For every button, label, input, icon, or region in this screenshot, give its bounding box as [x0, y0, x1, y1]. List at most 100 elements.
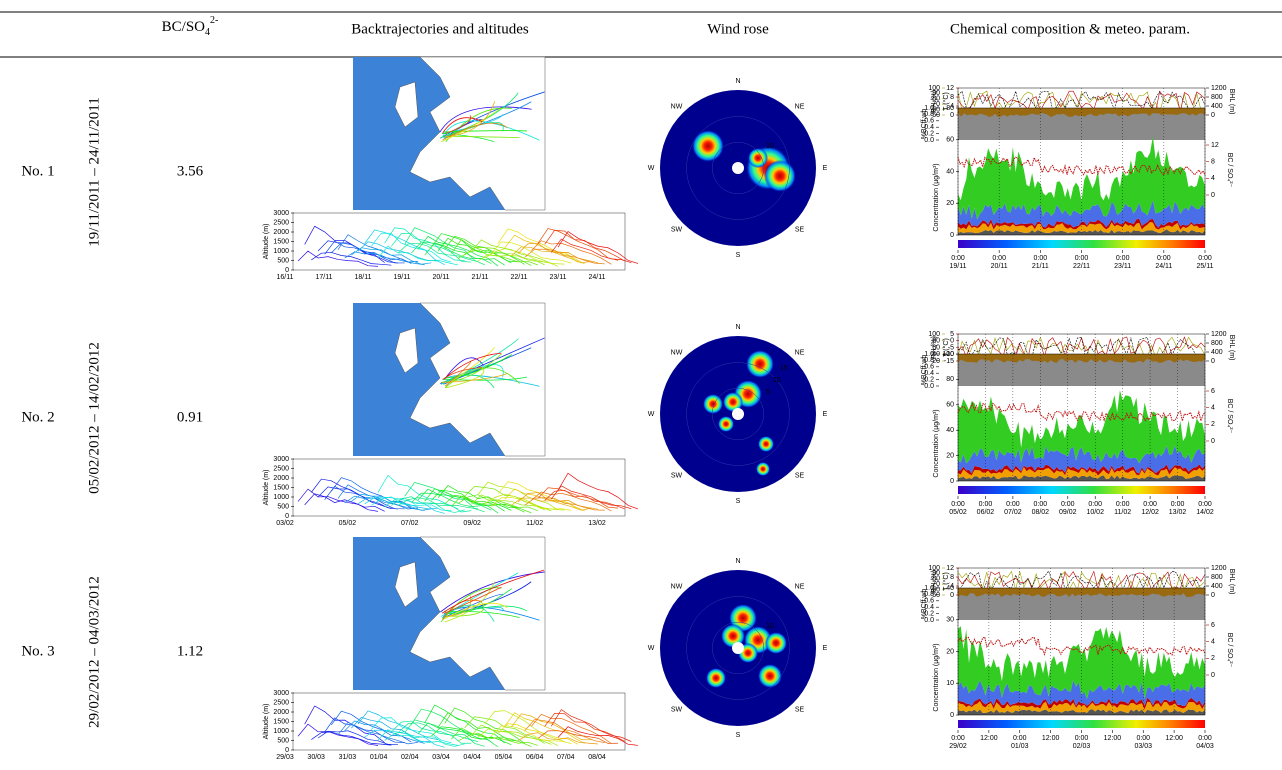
- altitude-y-tick-label: 3000: [273, 210, 289, 217]
- x-time-label: 0:00: [1075, 735, 1089, 742]
- altitude-trace: [337, 484, 419, 510]
- map-island: [394, 81, 419, 128]
- meteo-trace: [957, 90, 1206, 113]
- altitude-trace: [324, 485, 405, 510]
- altitude-trace: [451, 727, 532, 747]
- windrose-ring-label: 5: [766, 389, 770, 396]
- altitude-y-tick-label: 500: [277, 737, 289, 744]
- altitude-y-tick-label: 1000: [273, 494, 289, 501]
- altitude-trace: [324, 240, 405, 264]
- altitude-trace: [304, 493, 385, 512]
- altitude-x-label: 03/04: [432, 754, 450, 761]
- x-date-label: 08/02: [1032, 509, 1050, 516]
- frac-label: %BCff,wb: [921, 589, 928, 620]
- x-time-label: 0:00: [1034, 501, 1048, 508]
- frac-tick-label: 0.2: [924, 376, 934, 383]
- x-time-label: 12:00: [1104, 735, 1122, 742]
- ratio-tick-label: 6: [1211, 622, 1215, 629]
- t-tick-label: 5: [950, 331, 954, 338]
- ratio-trace: [957, 636, 1206, 657]
- frac-tick-label: 0.6: [924, 598, 934, 605]
- altitude-trace: [551, 238, 632, 264]
- t-tick-label: 0: [950, 338, 954, 345]
- conc-tick-label: 100: [942, 351, 954, 358]
- bhl-tick-label: 400: [1211, 583, 1223, 590]
- altitude-trace: [424, 242, 505, 266]
- windrose-hotspot: [723, 392, 743, 412]
- altitude-trace: [531, 713, 612, 744]
- x-time-label: 0:00: [1006, 501, 1020, 508]
- colorbar: [958, 720, 1205, 728]
- altitude-trace: [424, 704, 505, 744]
- colorbar: [958, 240, 1205, 248]
- rh-tick-label: 80: [932, 576, 940, 583]
- altitude-trace: [484, 710, 565, 742]
- windrose-ring: [686, 362, 790, 466]
- concentration-area: [958, 445, 1205, 474]
- x-time-label: 0:00: [1116, 255, 1130, 262]
- windrose-ring: [686, 596, 790, 700]
- row-period: 29/02/2012 – 04/03/2012: [86, 576, 102, 728]
- frac-tick-label: 1.0: [924, 105, 934, 112]
- windrose-ring: [686, 116, 790, 220]
- ratio-label: BC / SO₄²⁻: [1226, 153, 1233, 188]
- concentration-area: [958, 218, 1205, 230]
- altitude-trace: [397, 242, 479, 263]
- altitude-y-tick-label: 3000: [273, 456, 289, 463]
- ratio-tick-label: 0: [1211, 672, 1215, 679]
- altitude-trace: [431, 726, 512, 746]
- ratio-tick-label: 12: [1211, 142, 1219, 149]
- x-date-label: 14/02: [1196, 509, 1214, 516]
- concentration-area: [958, 680, 1205, 707]
- frac-tick-label: 0.4: [924, 124, 934, 131]
- trajectory: [440, 91, 545, 139]
- altitude-trace: [371, 232, 452, 263]
- x-time-label: 12:00: [1042, 735, 1060, 742]
- trajectory: [445, 354, 512, 379]
- altitude-y-tick-label: 2000: [273, 709, 289, 716]
- bhl-tick-label: 800: [1211, 340, 1223, 347]
- trajectory: [441, 569, 544, 614]
- altitude-x-label: 07/04: [557, 754, 575, 761]
- altitude-trace: [537, 228, 619, 261]
- x-time-label: 0:00: [1171, 501, 1185, 508]
- rh-tick-label: 40: [932, 351, 940, 358]
- frac-tick-label: 0.0: [924, 137, 934, 144]
- altitude-trace: [464, 485, 545, 511]
- compass-label: SE: [795, 226, 805, 233]
- rh-tick-label: 60: [932, 344, 940, 351]
- bhl-tick-label: 1200: [1211, 85, 1227, 92]
- altitude-trace: [557, 230, 639, 264]
- altitude-y-tick-label: 1500: [273, 238, 289, 245]
- bhl-label: BHL (m): [1228, 89, 1235, 115]
- trajectory: [443, 352, 502, 380]
- altitude-trace: [411, 708, 492, 743]
- x-time-label: 0:00: [1088, 501, 1102, 508]
- altitude-trace: [424, 488, 505, 512]
- concentration-area: [958, 136, 1205, 220]
- frac-tick-label: 0.4: [924, 370, 934, 377]
- altitude-y-tick-label: 500: [277, 257, 289, 264]
- conc-tick-label: 40: [946, 168, 954, 175]
- frac-tick-label: 0.4: [924, 604, 934, 611]
- altitude-trace: [297, 723, 379, 746]
- altitude-y-tick-label: 2500: [273, 699, 289, 706]
- x-time-label: 0:00: [1013, 735, 1027, 742]
- altitude-x-label: 04/04: [463, 754, 481, 761]
- compass-label: S: [736, 498, 741, 505]
- x-date-label: 09/02: [1059, 509, 1077, 516]
- altitude-trace: [537, 730, 619, 744]
- bhl-tick-label: 1200: [1211, 565, 1227, 572]
- altitude-trace: [404, 481, 485, 513]
- altitude-trace: [351, 247, 432, 265]
- rh-tick-label: 80: [932, 96, 940, 103]
- altitude-trace: [391, 496, 472, 513]
- windrose-hotspot: [706, 668, 726, 688]
- t-tick-label: 12: [946, 565, 954, 572]
- altitude-trace: [351, 493, 432, 511]
- rh-tick-label: 60: [932, 586, 940, 593]
- windrose-hotspot: [721, 624, 745, 648]
- frac-tick-label: 0.6: [924, 118, 934, 125]
- compass-label: NW: [671, 583, 683, 590]
- compass-label: N: [735, 558, 740, 565]
